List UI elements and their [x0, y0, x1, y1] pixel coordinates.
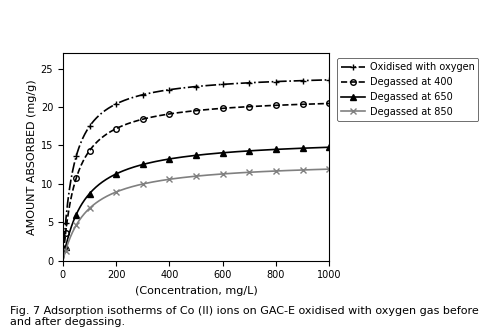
Degassed at 850: [204, 173, 210, 177]
Degassed at 850: [60, 259, 66, 263]
Oxidised with oxygen: [186, 85, 192, 89]
Y-axis label: AMOUNT ABSORBED (mg/g): AMOUNT ABSORBED (mg/g): [27, 79, 36, 235]
Degassed at 400: [186, 109, 192, 113]
Oxidised with oxygen: [320, 78, 326, 82]
Degassed at 650: [188, 154, 194, 158]
Oxidised with oxygen: [204, 84, 210, 88]
X-axis label: (Concentration, mg/L): (Concentration, mg/L): [135, 286, 257, 296]
Degassed at 650: [218, 151, 224, 155]
Oxidised with oxygen: [218, 82, 224, 87]
Text: Fig. 7 Adsorption isotherms of Co (II) ions on GAC-E oxidised with oxygen gas be: Fig. 7 Adsorption isotherms of Co (II) i…: [10, 306, 478, 327]
Oxidised with oxygen: [60, 259, 66, 263]
Degassed at 650: [326, 145, 332, 149]
Degassed at 400: [218, 107, 224, 111]
Degassed at 400: [326, 102, 332, 106]
Line: Degassed at 850: Degassed at 850: [63, 169, 329, 261]
Oxidised with oxygen: [188, 85, 194, 89]
Degassed at 850: [326, 167, 332, 171]
Degassed at 650: [204, 152, 210, 156]
Degassed at 850: [218, 172, 224, 176]
Line: Oxidised with oxygen: Oxidised with oxygen: [63, 80, 329, 261]
Degassed at 400: [188, 109, 194, 113]
Degassed at 400: [60, 259, 66, 263]
Oxidised with oxygen: [278, 79, 284, 84]
Degassed at 650: [320, 145, 326, 149]
Degassed at 850: [188, 175, 194, 179]
Line: Degassed at 650: Degassed at 650: [63, 147, 329, 261]
Degassed at 400: [320, 102, 326, 106]
Degassed at 650: [60, 259, 66, 263]
Degassed at 850: [278, 169, 284, 173]
Degassed at 400: [278, 103, 284, 107]
Degassed at 650: [278, 147, 284, 151]
Degassed at 850: [186, 175, 192, 179]
Oxidised with oxygen: [326, 78, 332, 82]
Degassed at 850: [320, 167, 326, 171]
Legend: Oxidised with oxygen, Degassed at 400, Degassed at 650, Degassed at 850: Oxidised with oxygen, Degassed at 400, D…: [337, 58, 479, 121]
Line: Degassed at 400: Degassed at 400: [63, 104, 329, 261]
Degassed at 400: [204, 108, 210, 112]
Degassed at 650: [186, 154, 192, 158]
